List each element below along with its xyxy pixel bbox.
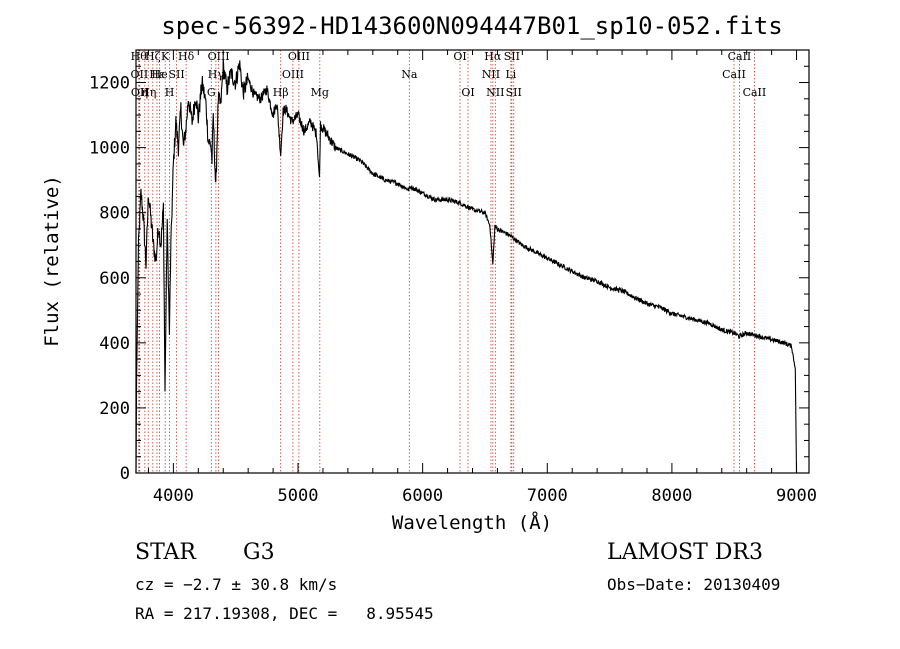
line-markers [138,50,755,473]
line-label-10: SII [169,68,185,81]
line-label-6: Hε [149,68,165,81]
y-tick-label: 400 [99,334,130,354]
line-label-5: Hζ [145,50,161,63]
x-tick-label: 4000 [153,486,194,506]
line-label-13: Hγ [208,68,225,81]
line-label-23: Hα [484,50,502,63]
x-tick-label: 6000 [402,486,443,506]
line-label-22: NII [482,68,500,81]
line-label-11: Hδ [178,50,195,63]
line-label-21: OI [461,86,474,99]
object-subclass: G3 [243,540,275,565]
line-label-1: OII [131,68,149,81]
line-label-18: Mg [311,86,329,99]
line-label-16: OIII [282,68,304,81]
plot-frame [135,49,810,474]
line-label-2: OII [131,86,149,99]
x-tick-label: 8000 [651,486,692,506]
line-label-25: Li [505,68,516,81]
y-tick-label: 1000 [89,139,130,159]
line-label-29: CaII [728,50,752,63]
line-label-28: CaII [722,68,746,81]
y-tick-label: 1200 [89,74,130,94]
line-label-8: K [161,50,170,63]
line-label-14: OIII [208,50,230,63]
object-class: STAR [135,540,196,565]
x-tick-label: 5000 [278,486,319,506]
line-label-0: Hθ [131,50,148,63]
line-label-19: Na [401,68,418,81]
y-axis-label: Flux (relative) [41,175,63,347]
y-tick-label: 0 [120,464,130,484]
line-label-30: CaII [743,86,767,99]
line-label-4: Hη [140,86,156,99]
chart-title: spec-56392-HD143600N094447B01_sp10-052.f… [161,12,782,40]
line-label-7: He [152,68,168,81]
y-axis-ticks: 0 200 400 600 800 1000 1200 [89,49,809,484]
y-tick-label: 200 [99,399,130,419]
redshift-cz: cz = −2.7 ± 30.8 km/s [135,575,338,594]
line-label-20: OI [453,50,466,63]
line-label-17: OIII [288,50,310,63]
line-label-3: η [142,86,149,99]
spectrum-line [135,58,798,474]
line-label-9: H [165,86,175,99]
x-tick-label: 7000 [527,486,568,506]
line-label-15: Hβ [273,86,289,99]
line-label-24: NII [486,86,504,99]
x-axis-label: Wavelength (Å) [392,511,552,534]
survey-name: LAMOST DR3 [607,540,763,565]
x-tick-label: 9000 [776,486,817,506]
y-tick-label: 600 [99,269,130,289]
line-label-26: SII [504,50,520,63]
coordinates: RA = 217.19308, DEC = 8.95545 [135,604,434,623]
y-tick-label: 800 [99,204,130,224]
line-label-27: SII [506,86,522,99]
line-labels: HθOIIOIIηHηHζHεHeKHSIIHδGHγOIIIHβOIIIOII… [131,50,767,99]
line-label-12: G [207,86,216,99]
obs-date: Obs−Date: 20130409 [607,575,781,594]
x-axis-ticks: 4000 5000 6000 7000 8000 9000 [147,50,817,506]
